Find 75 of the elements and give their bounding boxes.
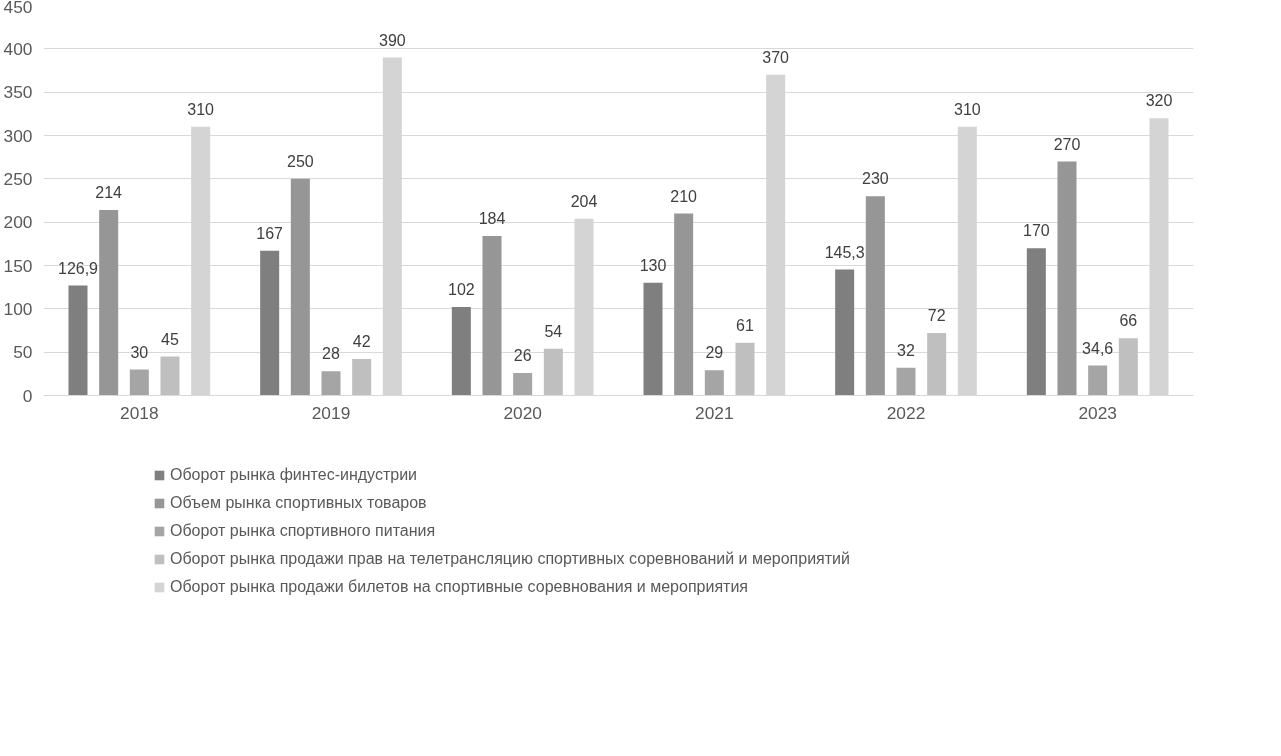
data-label: 42 — [352, 333, 371, 351]
data-label: 167 — [256, 224, 284, 242]
y-tick-label: 300 — [3, 125, 33, 146]
bar — [735, 342, 755, 396]
data-label: 230 — [861, 170, 889, 188]
data-label: 270 — [1053, 135, 1081, 153]
bar — [482, 236, 502, 396]
bar — [1026, 248, 1046, 396]
bar — [290, 178, 310, 396]
y-tick-label: 350 — [3, 82, 33, 103]
x-tick-label: 2021 — [695, 402, 734, 423]
bar — [352, 359, 372, 396]
data-label: 32 — [897, 341, 915, 359]
data-label: 72 — [927, 307, 946, 325]
y-tick-label: 150 — [3, 255, 33, 276]
legend-label: Оборот рынка финтес-индустрии — [170, 466, 417, 484]
data-label: 54 — [544, 322, 563, 340]
bar — [643, 282, 663, 396]
data-label: 26 — [513, 346, 532, 364]
bar — [543, 348, 563, 396]
bar — [674, 213, 694, 396]
data-label: 370 — [762, 48, 790, 66]
y-tick-label: 450 — [3, 0, 33, 17]
data-label: 102 — [447, 281, 475, 299]
y-tick-label: 100 — [3, 298, 33, 319]
data-label: 170 — [1022, 222, 1050, 240]
bar — [704, 370, 724, 396]
data-label: 29 — [705, 344, 724, 362]
bar — [1088, 365, 1108, 396]
data-label: 66 — [1119, 312, 1138, 330]
x-tick-label: 2019 — [311, 402, 351, 423]
data-label: 184 — [478, 210, 506, 228]
data-label: 61 — [736, 316, 754, 334]
bar — [129, 369, 149, 396]
data-label: 390 — [378, 31, 406, 49]
legend-label: Оборот рынка продажи билетов на спортивные соревнования и мероприятия — [170, 578, 748, 596]
data-label: 210 — [670, 187, 698, 205]
y-tick-label: 50 — [13, 342, 33, 363]
x-tick-label: 2020 — [503, 402, 542, 423]
y-tick-label: 200 — [3, 212, 33, 233]
bar — [835, 269, 855, 396]
bar — [1118, 338, 1138, 396]
bar — [68, 285, 88, 396]
bar — [451, 307, 471, 396]
bar — [99, 210, 119, 396]
bar — [927, 333, 947, 396]
bar — [321, 371, 341, 396]
legend-label: Оборот рынка продажи прав на телетрансляцию спортивных соревнований и мероприятий — [170, 550, 850, 568]
data-label: 130 — [639, 256, 667, 274]
legend-label: Объем рынка спортивных товаров — [170, 494, 427, 512]
bar — [865, 196, 885, 396]
y-tick-label: 0 — [22, 385, 33, 406]
data-label: 45 — [161, 330, 179, 348]
data-label: 28 — [322, 345, 340, 363]
bar — [1057, 161, 1077, 396]
y-tick-label: 400 — [3, 38, 33, 59]
data-label: 310 — [953, 100, 981, 118]
x-tick-label: 2023 — [1078, 402, 1117, 423]
data-label: 126,9 — [57, 259, 99, 277]
data-label: 214 — [95, 184, 123, 202]
data-label: 320 — [1145, 92, 1173, 110]
data-label: 30 — [130, 343, 149, 361]
x-tick-label: 2018 — [120, 402, 159, 423]
legend-label: Оборот рынка спортивного питания — [170, 522, 436, 540]
data-label: 310 — [187, 100, 215, 118]
bar — [513, 372, 533, 396]
bar — [160, 356, 180, 396]
data-label: 204 — [570, 192, 598, 210]
bar — [896, 367, 916, 396]
x-tick-label: 2022 — [886, 402, 926, 423]
data-label: 34,6 — [1082, 339, 1114, 357]
bar — [260, 250, 280, 396]
data-label: 250 — [286, 152, 314, 170]
data-label: 145,3 — [824, 243, 865, 261]
y-tick-label: 250 — [3, 168, 33, 189]
